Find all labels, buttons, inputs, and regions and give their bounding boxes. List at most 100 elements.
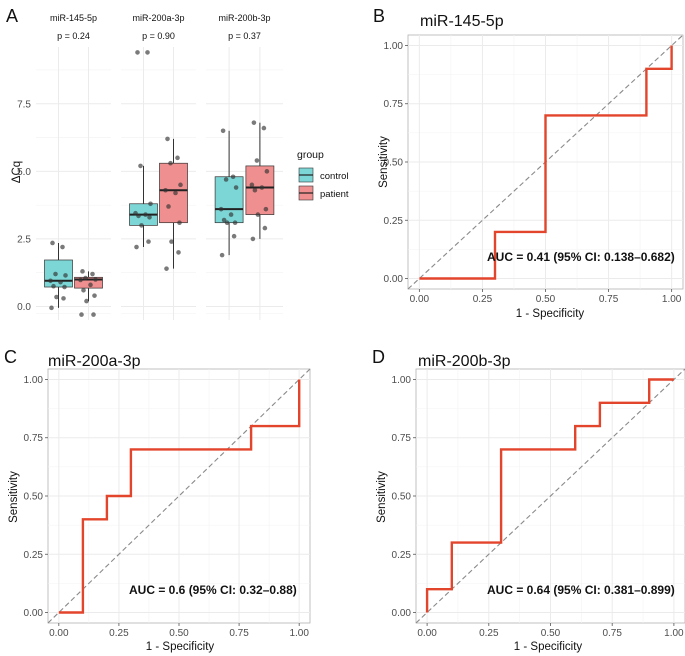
panel-d-title: miR-200b-3p [418, 353, 511, 370]
box-0-patient-iqr [74, 276, 103, 289]
box-0-control-point-2 [53, 271, 58, 277]
box-2-patient-point-0 [251, 120, 257, 125]
box-0-patient-point-2 [83, 275, 88, 281]
box-0-control-point-6 [51, 283, 56, 289]
panel-c-title: miR-200a-3p [48, 353, 141, 370]
panel-letter-d: D [372, 347, 385, 367]
panel-c-ytick-label-3: 0.75 [24, 433, 44, 444]
panel-a-y-title: ΔCq [11, 161, 23, 183]
facet-1-strip: miR-200a-3p [132, 13, 184, 23]
box-1-control-point-10 [134, 244, 139, 250]
box-1-control-point-2 [138, 163, 143, 169]
facet-0-pvalue: p = 0.24 [57, 31, 90, 41]
panel-d-ytick-label-1: 0.25 [392, 550, 412, 561]
box-0-patient-point-10 [79, 312, 84, 317]
box-1-control-point-1 [145, 50, 150, 55]
panel-c-ytick-label-1: 0.25 [24, 550, 44, 561]
box-0-control-point-4 [48, 278, 53, 284]
box-1-patient-point-4 [163, 187, 168, 193]
panel-d-diagonal-reference [415, 368, 685, 624]
box-2-control-point-5 [228, 212, 234, 217]
box-2-patient-point-6 [252, 187, 258, 193]
panel-b-xtick-label-1: 0.25 [473, 294, 493, 305]
panel-b-auc: AUC = 0.41 (95% CI: 0.138–0.682) [487, 250, 675, 264]
panel-d-x-title: 1 - Specificity [514, 641, 583, 653]
box-2-control-point-2 [223, 177, 229, 182]
box-0-patient-point-7 [92, 293, 97, 298]
panel-d-xtick-label-1: 0.25 [479, 628, 499, 639]
box-2-control-point-3 [233, 185, 239, 190]
panel-b-xtick-label-2: 0.50 [536, 294, 556, 305]
box-1-patient-point-8 [169, 239, 174, 244]
box-2-control-point-6 [221, 217, 227, 223]
box-2-patient-point-8 [255, 212, 261, 217]
panel-b-roc-curve [419, 45, 673, 280]
box-1-patient [159, 136, 188, 271]
box-2-patient-point-10 [250, 236, 256, 242]
facet-2-pvalue: p = 0.37 [228, 31, 261, 41]
box-1-control-point-6 [136, 213, 141, 219]
facet-0-strip: miR-145-5p [50, 13, 97, 23]
panel-b-xtick-label-4: 1.00 [662, 294, 682, 305]
box-2-patient-point-1 [261, 125, 267, 131]
panel-b-ytick-label-3: 0.75 [384, 99, 404, 110]
panel-d-xtick-label-3: 0.75 [602, 628, 622, 639]
box-0-control-point-8 [54, 294, 59, 300]
panel-c-xtick-label-0: 0.00 [49, 628, 69, 639]
panel-a-ytick-1: 2.5 [17, 234, 31, 245]
box-0-patient-point-0 [80, 269, 85, 274]
facet-1: miR-200a-3p p = 0.90 [129, 13, 188, 271]
box-2-control [214, 128, 244, 258]
box-0-control-point-9 [61, 296, 66, 301]
panel-b-ytick-label-2: 0.50 [384, 158, 404, 169]
panel-letter-a: A [6, 6, 18, 26]
box-2-control-point-10 [219, 252, 225, 258]
panel-d-ytick-label-0: 0.00 [392, 608, 412, 619]
panel-c-xtick-label-1: 0.25 [109, 628, 129, 639]
box-2-control-point-0 [220, 128, 226, 134]
box-1-patient-point-1 [175, 155, 180, 161]
panel-c-xtick-label-4: 1.00 [289, 628, 309, 639]
box-2-control-point-7 [232, 220, 238, 225]
box-2-patient-point-4 [249, 182, 255, 188]
panel-c-ytick-label-2: 0.50 [24, 492, 44, 503]
panel-c-roc-curve [58, 379, 301, 614]
box-0-control-point-0 [50, 240, 55, 246]
box-1-control-point-8 [139, 223, 144, 228]
panel-c-diagonal-reference [47, 368, 311, 624]
panel-d-xtick-label-0: 0.00 [417, 628, 437, 639]
box-1-patient-point-0 [165, 136, 170, 142]
box-1-patient-point-7 [177, 220, 182, 225]
box-0-control-point-7 [62, 284, 67, 290]
box-1-control-point-5 [143, 212, 148, 217]
panel-letter-c: C [4, 347, 17, 367]
box-0-control-point-1 [60, 244, 65, 250]
panel-c-xtick-label-3: 0.75 [229, 628, 249, 639]
panel-b-xtick-label-0: 0.00 [410, 294, 430, 305]
box-1-control-point-9 [146, 239, 151, 244]
box-0-control-point-3 [63, 273, 68, 278]
panel-d-auc: AUC = 0.64 (95% CI: 0.381–0.899) [487, 583, 675, 597]
box-1-control-point-0 [135, 50, 140, 55]
box-0-control-point-5 [58, 279, 63, 285]
panel-b-ytick-label-4: 1.00 [384, 41, 404, 52]
box-0-control [44, 240, 73, 311]
panel-b-xtick-label-3: 0.75 [599, 294, 619, 305]
box-2-patient-point-7 [263, 206, 269, 212]
panel-b-roc: B miR-145-5p 0.00 0.00 0.25 0.25 0.50 0.50 0.7… [373, 6, 684, 320]
panel-d-ytick-label-4: 1.00 [392, 375, 412, 386]
box-2-patient-iqr [245, 165, 275, 215]
panel-c-y-title: Sensitivity [8, 471, 20, 523]
panel-c-x-title: 1 - Specificity [146, 641, 215, 653]
box-2-patient-point-3 [264, 169, 270, 174]
legend-label-patient: patient [320, 189, 349, 200]
panel-c-roc: C miR-200a-3p 0.000.000.250.250.500.500.… [4, 347, 311, 653]
panel-c-ytick-label-4: 1.00 [24, 375, 44, 386]
panel-d-xtick-label-2: 0.50 [541, 628, 561, 639]
facet-2-strip: miR-200b-3p [218, 13, 270, 23]
panel-b-title: miR-145-5p [420, 13, 504, 30]
facet-1-pvalue: p = 0.90 [142, 31, 175, 41]
box-0-patient-point-8 [84, 298, 89, 304]
box-1-patient-point-2 [168, 160, 173, 166]
